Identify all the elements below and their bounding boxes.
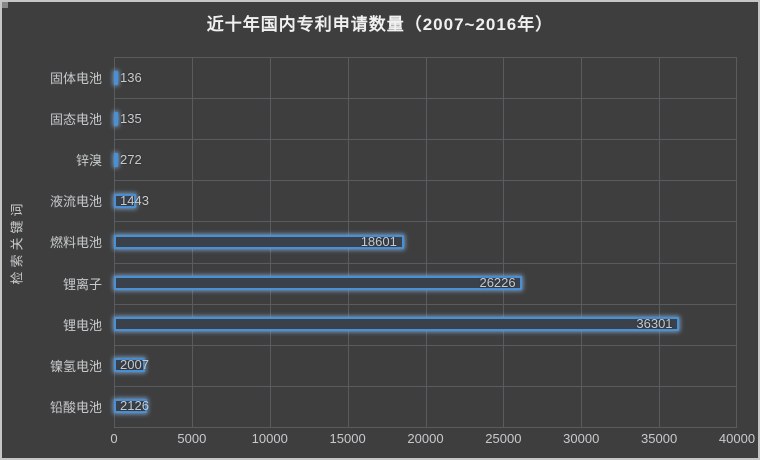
- bar-value-label: 2007: [120, 357, 149, 372]
- category-label: 固体电池: [49, 71, 102, 87]
- x-axis: 0 5000 10000 15000 20000 25000 30000 35000 40000: [110, 431, 755, 451]
- x-tick-label: 35000: [641, 431, 678, 446]
- gridline-horizontal: [114, 304, 737, 305]
- category-label: 锂离子: [62, 276, 102, 292]
- x-tick-label: 15000: [329, 431, 366, 446]
- category-label: 镍氢电池: [49, 358, 102, 374]
- bar-value-label: 26226: [479, 275, 516, 290]
- chart-title: 近十年国内专利申请数量（2007~2016年）: [206, 15, 554, 34]
- bar: [114, 71, 118, 85]
- category-label: 固态电池: [49, 112, 102, 128]
- bar-value-label: 135: [120, 111, 142, 126]
- bar: [114, 358, 146, 372]
- category-label: 锌溴: [75, 153, 102, 169]
- bar: [114, 317, 680, 331]
- bar-value-label: 18601: [360, 234, 397, 249]
- gridline-vertical: [426, 57, 427, 427]
- category-label: 锂电池: [62, 317, 102, 333]
- bar: [114, 153, 119, 167]
- gridline-vertical: [503, 57, 504, 427]
- plot-area: 136 135 272 1443 18601 26226 36301 2007 2126: [114, 57, 737, 428]
- corner-handle: [2, 2, 8, 8]
- gridline-horizontal: [114, 345, 737, 346]
- bar: [114, 276, 523, 290]
- gridline-horizontal: [114, 139, 737, 140]
- gridline-horizontal: [114, 98, 737, 99]
- bar-value-label: 36301: [636, 316, 673, 331]
- x-tick-label: 20000: [407, 431, 444, 446]
- bar-value-label: 2126: [120, 398, 149, 413]
- gridline-horizontal: [114, 221, 737, 222]
- gridline-vertical: [581, 57, 582, 427]
- gridline-horizontal: [114, 386, 737, 387]
- bar: [114, 112, 118, 126]
- gridline-vertical: [736, 57, 737, 427]
- x-tick-label: 0: [110, 431, 118, 446]
- category-label: 液流电池: [49, 194, 102, 210]
- bar: [114, 194, 137, 208]
- gridline-horizontal: [114, 427, 737, 428]
- bar: [114, 399, 148, 413]
- bar-value-label: 136: [120, 70, 142, 85]
- bar: [114, 235, 404, 249]
- gridline-horizontal: [114, 57, 737, 58]
- gridline-vertical: [659, 57, 660, 427]
- category-label: 燃料电池: [49, 235, 102, 251]
- x-tick-label: 40000: [718, 431, 756, 446]
- x-tick-label: 10000: [251, 431, 288, 446]
- x-tick-label: 30000: [563, 431, 600, 446]
- category-label: 铅酸电池: [49, 399, 102, 415]
- gridline-horizontal: [114, 263, 737, 264]
- bar-value-label: 272: [120, 152, 142, 167]
- gridline-horizontal: [114, 180, 737, 181]
- x-tick-label: 5000: [177, 431, 207, 446]
- x-tick-label: 25000: [485, 431, 522, 446]
- category-labels: 固体电池固态电池锌溴液流电池燃料电池锂离子锂电池镍氢电池铅酸电池: [2, 57, 108, 427]
- bar-value-label: 1443: [120, 193, 149, 208]
